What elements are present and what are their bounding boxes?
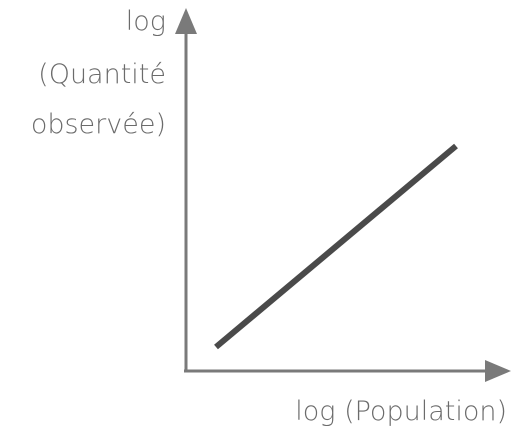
y-axis-label-line: (Quantité <box>38 59 166 90</box>
trend-line <box>214 143 458 350</box>
y-axis-label-line: log <box>126 6 166 37</box>
y-axis-label-line: observée) <box>31 109 166 140</box>
y-axis-arrow <box>175 8 197 34</box>
x-axis-label: log (Population) <box>295 396 507 427</box>
x-axis-arrow <box>485 360 511 382</box>
